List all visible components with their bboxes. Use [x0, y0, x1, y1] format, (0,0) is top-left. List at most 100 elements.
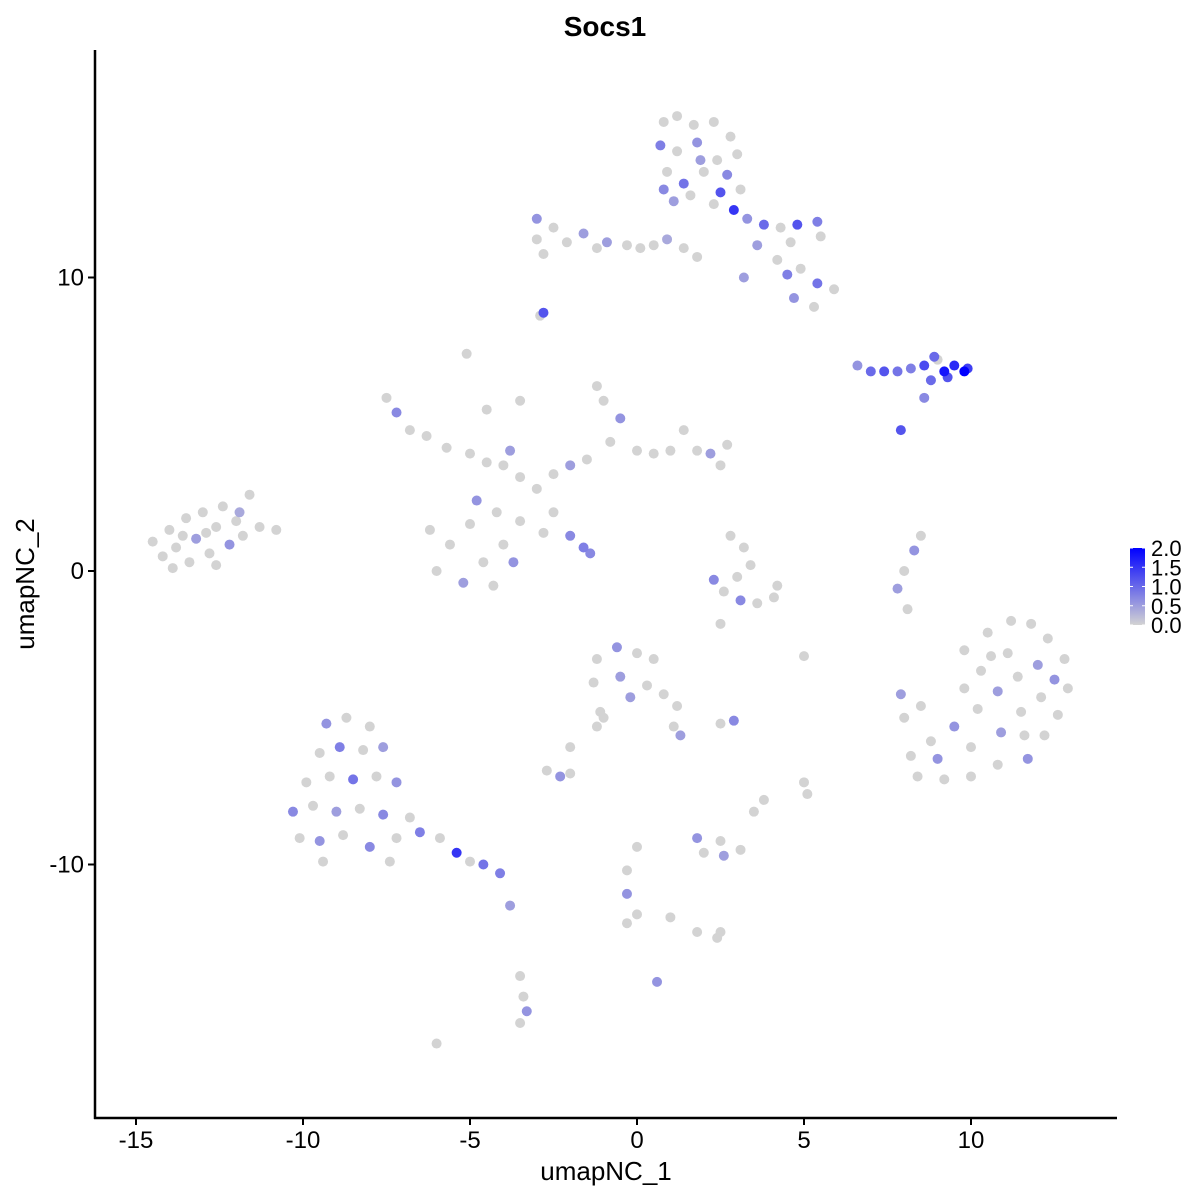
cell-point-225	[615, 671, 626, 682]
cell-point-0	[147, 536, 158, 547]
cell-point-100	[1039, 730, 1050, 741]
cell-point-64	[561, 237, 572, 248]
cell-point-28	[655, 140, 666, 151]
y-tick-label: 10	[57, 265, 84, 292]
cell-point-178	[665, 445, 676, 456]
cell-point-217	[899, 566, 910, 576]
cell-point-170	[565, 460, 576, 471]
y-axis-ticks: -10 0 10	[49, 265, 95, 879]
cell-point-238	[555, 771, 566, 782]
cell-point-103	[966, 771, 976, 782]
cell-point-150	[414, 827, 425, 838]
cell-point-242	[802, 789, 813, 800]
cell-point-7	[197, 507, 208, 518]
cell-point-34	[698, 166, 709, 177]
cell-point-32	[662, 166, 673, 177]
cell-point-156	[318, 856, 329, 867]
cell-point-258	[515, 971, 526, 982]
cell-point-111	[1012, 671, 1023, 682]
cell-point-90	[895, 425, 906, 436]
cell-point-60	[531, 213, 542, 224]
cell-point-136	[348, 774, 359, 785]
cell-point-31	[712, 155, 723, 166]
cell-point-187	[505, 445, 516, 456]
cell-point-223	[648, 654, 659, 665]
cell-point-192	[478, 557, 489, 568]
cell-point-96	[1042, 633, 1053, 644]
cell-point-261	[515, 1017, 526, 1028]
cell-point-2	[164, 524, 175, 535]
cell-point-129	[364, 721, 375, 732]
cell-point-93	[982, 627, 993, 638]
cell-point-125	[986, 651, 997, 662]
colorbar-label: 1.5	[1151, 555, 1182, 580]
cell-point-80	[905, 363, 916, 374]
cell-point-254	[692, 927, 703, 938]
cell-point-182	[715, 460, 726, 471]
cell-point-146	[314, 836, 325, 847]
cell-point-142	[354, 803, 365, 814]
cell-point-244	[698, 847, 709, 858]
cell-point-171	[581, 454, 592, 465]
cell-point-218	[892, 583, 903, 594]
cell-point-200	[538, 527, 549, 538]
cell-point-202	[578, 542, 589, 553]
cell-point-189	[444, 539, 455, 550]
cell-point-78	[879, 366, 890, 377]
cell-point-5	[184, 557, 195, 568]
cell-point-143	[378, 809, 389, 820]
cell-point-262	[431, 1038, 442, 1049]
cell-point-183	[722, 439, 733, 450]
cell-point-41	[695, 155, 706, 166]
cell-point-79	[892, 366, 903, 377]
cell-point-234	[715, 718, 726, 729]
cell-point-220	[591, 654, 602, 665]
cell-point-67	[601, 237, 612, 248]
cell-point-108	[949, 721, 960, 732]
cell-point-21	[234, 507, 245, 518]
cell-point-265	[748, 806, 759, 817]
cell-point-55	[829, 284, 840, 295]
cell-point-139	[287, 806, 298, 817]
cell-point-65	[578, 228, 589, 239]
cell-point-72	[678, 243, 689, 254]
cell-point-27	[732, 149, 743, 160]
cell-point-166	[498, 460, 509, 471]
cell-point-9	[211, 521, 222, 532]
cell-point-92	[959, 645, 970, 656]
cell-point-205	[725, 530, 736, 541]
cell-point-264	[758, 794, 769, 805]
cell-point-247	[692, 833, 703, 844]
cell-point-112	[1032, 659, 1043, 670]
cell-point-155	[495, 868, 506, 879]
cell-point-160	[391, 407, 402, 418]
cell-point-84	[949, 360, 960, 371]
cell-point-19	[177, 530, 188, 541]
cell-point-138	[391, 777, 402, 788]
cell-point-131	[334, 742, 345, 753]
cell-point-221	[611, 642, 622, 653]
cell-point-109	[972, 703, 983, 714]
cell-point-228	[672, 701, 683, 712]
cell-point-12	[231, 516, 242, 527]
cell-point-151	[434, 833, 445, 844]
cell-point-23	[672, 111, 683, 122]
y-tick-label: 0	[71, 558, 84, 585]
colorbar-label: 0.0	[1151, 613, 1182, 638]
cell-point-58	[738, 272, 749, 283]
cell-point-127	[321, 718, 332, 729]
cell-point-66	[591, 243, 602, 254]
cell-point-194	[508, 557, 519, 568]
cell-point-130	[314, 747, 325, 758]
y-axis-label: umapNC_2	[10, 518, 40, 650]
cell-point-123	[915, 701, 926, 712]
cell-point-203	[585, 548, 596, 559]
cell-point-190	[431, 566, 442, 576]
cell-point-227	[658, 689, 669, 700]
cell-point-33	[678, 178, 689, 189]
cell-point-188	[424, 524, 435, 535]
cell-point-173	[591, 381, 602, 392]
cell-point-43	[728, 204, 739, 215]
cell-point-167	[515, 472, 526, 483]
